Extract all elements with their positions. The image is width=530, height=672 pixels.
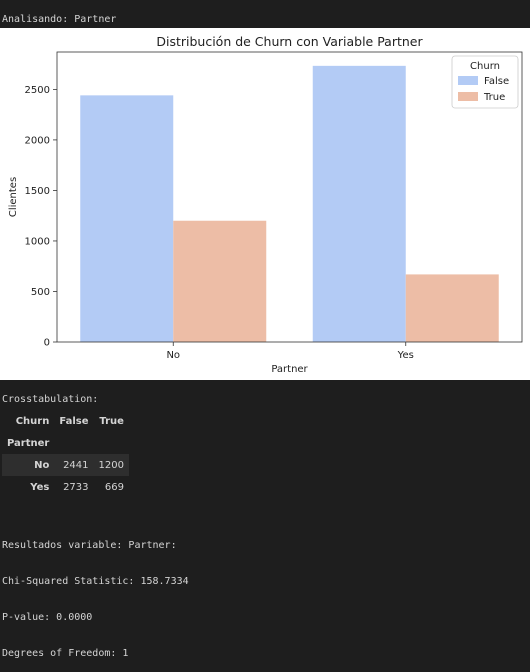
crosstab-column-name: Churn <box>15 415 50 427</box>
bar-yes-true <box>405 274 499 342</box>
crosstab-cell: 669 <box>104 481 124 493</box>
chi-squared-statistic-line: Chi-Squared Statistic: 158.7334 <box>2 576 189 587</box>
y-tick-label: 1000 <box>25 236 50 247</box>
y-tick-label: 500 <box>31 287 50 298</box>
churn-bar-chart: Distribución de Churn con Variable Partn… <box>8 34 523 375</box>
crosstab-cell: 2733 <box>63 481 89 493</box>
legend-label-false: False <box>484 76 509 87</box>
chart-title: Distribución de Churn con Variable Partn… <box>156 34 423 49</box>
y-axis-label: Clientes <box>8 177 19 217</box>
crosstab-cell: 1200 <box>93 454 129 476</box>
churn-chart-figure: Distribución de Churn con Variable Partn… <box>0 28 530 380</box>
crosstab-header-row: Churn False True <box>2 410 129 432</box>
p-value-line: P-value: 0.0000 <box>2 612 93 623</box>
crosstab-col-header: True <box>99 415 124 427</box>
legend-title: Churn <box>470 61 500 72</box>
bar-no-false <box>80 95 174 342</box>
legend-swatch-false <box>458 76 478 85</box>
crosstab-row-label: No <box>2 454 55 476</box>
crosstab-row-label: Yes <box>30 481 50 493</box>
analyzing-line: Analisando: Partner <box>2 14 117 25</box>
y-tick-label: 2000 <box>25 135 50 146</box>
y-tick-label: 1500 <box>25 186 50 197</box>
x-axis-label: Partner <box>271 364 308 375</box>
results-header-line: Resultados variable: Partner: <box>2 540 177 551</box>
chi-squared-results: Resultados variable: Partner: Chi-Square… <box>2 516 189 672</box>
bar-yes-false <box>312 65 406 342</box>
crosstab-col-header: False <box>59 415 89 427</box>
bar-no-true <box>173 220 267 342</box>
degrees-of-freedom-line: Degrees of Freedom: 1 <box>2 648 129 659</box>
legend-label-true: True <box>483 92 505 103</box>
y-tick-label: 2500 <box>25 85 50 96</box>
table-row: No 2441 1200 <box>2 454 129 476</box>
x-tick-label: Yes <box>397 350 414 361</box>
table-row: Yes 2733 669 <box>2 476 129 498</box>
y-tick-label: 0 <box>44 338 50 349</box>
crosstab-table: Churn False True Partner No 2441 1200 Ye… <box>2 410 129 498</box>
crosstab-index-name-row: Partner <box>2 432 129 454</box>
crosstab-title: Crosstabulation: <box>2 394 99 405</box>
legend-swatch-true <box>458 92 478 101</box>
plot-frame <box>56 51 523 343</box>
crosstab-index-name: Partner <box>7 437 50 449</box>
crosstab-cell: 2441 <box>54 454 94 476</box>
x-tick-label: No <box>166 350 180 361</box>
